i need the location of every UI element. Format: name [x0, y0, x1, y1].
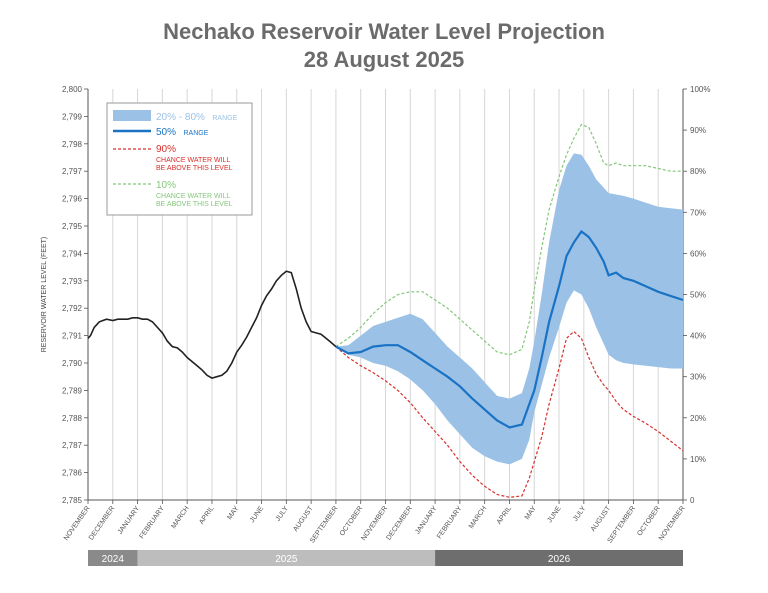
y-tick-label: 2,791 [62, 332, 83, 341]
x-tick-label: SEPTEMBER [607, 505, 638, 544]
year-segment [435, 550, 683, 566]
legend-p10-label: 10% [156, 180, 176, 191]
x-tick-label: DECEMBER [88, 505, 116, 542]
x-tick-label: OCTOBER [636, 505, 662, 537]
y2-tick-label: 40% [690, 332, 706, 341]
x-tick-label: NOVEMBER [658, 505, 687, 542]
y2-tick-label: 20% [690, 414, 706, 423]
y-tick-label: 2,785 [62, 496, 83, 505]
x-tick-label: MAY [226, 505, 240, 521]
series-median-line [335, 229, 684, 429]
y-tick-label: 2,795 [62, 222, 83, 231]
x-tick-label: JANUARY [414, 505, 439, 536]
x-tick-label: APRIL [198, 505, 215, 526]
year-bar: 2024 2025 2026 [88, 550, 683, 566]
x-tick-label: MARCH [170, 505, 190, 530]
legend-band-label: 20% - 80% RANGE [156, 107, 238, 124]
series-p90-line [335, 330, 684, 498]
x-tick-label: JUNE [546, 505, 562, 524]
x-tick-label: MARCH [468, 505, 488, 530]
x-tick-label: DECEMBER [385, 505, 413, 542]
y2-tick-label: 60% [690, 249, 706, 258]
legend-band-swatch [113, 110, 151, 121]
x-tick-label: AUGUST [292, 505, 315, 534]
legend-p90-desc-1: CHANCE WATER WILL [156, 157, 230, 164]
y-tick-label: 2,790 [62, 359, 83, 368]
year-segment [137, 550, 436, 566]
x-tick-label: AUGUST [590, 505, 613, 534]
y-tick-label: 2,794 [62, 249, 83, 258]
x-tick-label: APRIL [496, 505, 513, 526]
legend-median-label: 50% RANGE [156, 122, 209, 139]
x-tick-label: FEBRUARY [138, 505, 166, 540]
y-tick-label: 2,800 [62, 85, 83, 94]
x-tick-label: OCTOBER [339, 505, 365, 537]
y-tick-label: 2,787 [62, 441, 83, 450]
series-p10-line [335, 123, 683, 356]
y2-tick-label: 50% [690, 291, 706, 300]
x-tick-label: MAY [524, 505, 538, 521]
y2-tick-label: 80% [690, 167, 706, 176]
x-tick-label: SEPTEMBER [309, 505, 340, 544]
y-tick-label: 2,792 [62, 304, 83, 313]
title-line-2: 28 August 2025 [303, 47, 465, 72]
legend-p90-desc-2: BE ABOVE THIS LEVEL [156, 165, 233, 172]
year-label: 2026 [548, 554, 571, 565]
plot-area [87, 123, 684, 498]
x-tick-label: FEBRUARY [436, 505, 464, 540]
y2-tick-label: 70% [690, 208, 706, 217]
y2-tick-label: 10% [690, 455, 706, 464]
y2-tick-label: 0 [690, 496, 695, 505]
series-historical-line [87, 270, 337, 379]
title-line-1: Nechako Reservoir Water Level Projection [163, 19, 605, 44]
y2-tick-label: 90% [690, 126, 706, 135]
y2-tick-label: 30% [690, 373, 706, 382]
legend-p10-desc-1: CHANCE WATER WILL [156, 193, 230, 200]
y-tick-label: 2,797 [62, 167, 83, 176]
legend-p90-label: 90% [156, 144, 176, 155]
legend-p10-desc-2: BE ABOVE THIS LEVEL [156, 201, 233, 208]
x-tick-label: JULY [572, 505, 587, 523]
chart-title: Nechako Reservoir Water Level Projection… [0, 18, 768, 74]
y-tick-label: 2,788 [62, 414, 83, 423]
band-20-80 [335, 153, 683, 465]
y-axis-label: RESERVOIR WATER LEVEL (FEET) [41, 237, 48, 353]
x-tick-label: JANUARY [117, 505, 142, 536]
y-tick-label: 2,796 [62, 195, 83, 204]
y-tick-label: 2,786 [62, 469, 83, 478]
y-axis: 2,785 2,786 2,787 2,788 2,789 2,790 2,791 2,792… [62, 85, 89, 505]
year-segment [88, 550, 138, 566]
y-tick-label: 2,789 [62, 386, 83, 395]
y2-axis: 0 10% 20% 30% 40% 50% 60% 70% 80% 90% 100% [682, 85, 710, 505]
y-tick-label: 2,799 [62, 112, 83, 121]
legend-box [106, 102, 253, 216]
legend: 20% - 80% RANGE 50% RANGE 90% CHANCE WAT… [106, 102, 253, 216]
y-tick-label: 2,798 [62, 140, 83, 149]
x-tick-label: NOVEMBER [360, 505, 389, 542]
y2-tick-label: 100% [690, 85, 710, 94]
x-tick-label: JUNE [249, 505, 265, 524]
year-label: 2024 [102, 554, 125, 565]
x-tick-label: JULY [275, 505, 290, 523]
x-tick-label: NOVEMBER [63, 505, 92, 542]
y-tick-label: 2,793 [62, 277, 83, 286]
year-label: 2025 [275, 554, 298, 565]
